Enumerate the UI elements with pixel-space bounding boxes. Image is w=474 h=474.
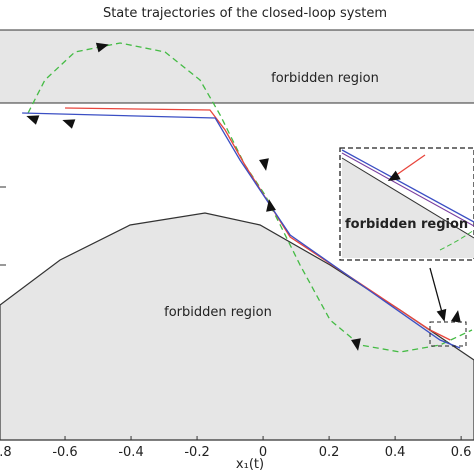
arrowhead bbox=[26, 115, 40, 125]
zoom-box bbox=[429, 321, 467, 347]
arrowhead bbox=[387, 170, 401, 181]
x-tick-label: -0.6 bbox=[52, 445, 77, 460]
arrowhead bbox=[451, 310, 461, 323]
inset-blue bbox=[341, 149, 474, 223]
trajectory-line bbox=[65, 107, 451, 341]
x-tick-label: 0 bbox=[259, 445, 267, 460]
x-tick-label: -0.4 bbox=[118, 445, 143, 460]
x-tick-label: 0.6 bbox=[451, 445, 472, 460]
zoom-arrow bbox=[429, 267, 444, 317]
arrowhead bbox=[266, 199, 276, 212]
inset-boundary bbox=[341, 157, 474, 239]
inset-purple bbox=[341, 152, 474, 227]
chart-title: State trajectories of the closed-loop sy… bbox=[103, 6, 387, 21]
arrowhead bbox=[95, 42, 109, 53]
x-tick-label: -0.2 bbox=[184, 445, 209, 460]
x-axis-label: x₁(t) bbox=[236, 457, 264, 472]
arrowhead bbox=[62, 119, 76, 129]
arrowhead bbox=[351, 338, 361, 351]
inset-region bbox=[342, 158, 474, 258]
inset-green bbox=[439, 229, 474, 251]
x-tick-label: 0.2 bbox=[319, 445, 340, 460]
arrowhead bbox=[436, 308, 447, 322]
region-label: forbidden region bbox=[164, 305, 272, 320]
x-tick-label: -0.8 bbox=[0, 445, 12, 460]
arrowhead bbox=[259, 158, 269, 171]
upper-forbidden-region bbox=[0, 30, 474, 103]
region-label: forbidden region bbox=[271, 71, 379, 86]
x-tick-label: 0.4 bbox=[385, 445, 406, 460]
region-label: forbidden region bbox=[345, 217, 468, 232]
